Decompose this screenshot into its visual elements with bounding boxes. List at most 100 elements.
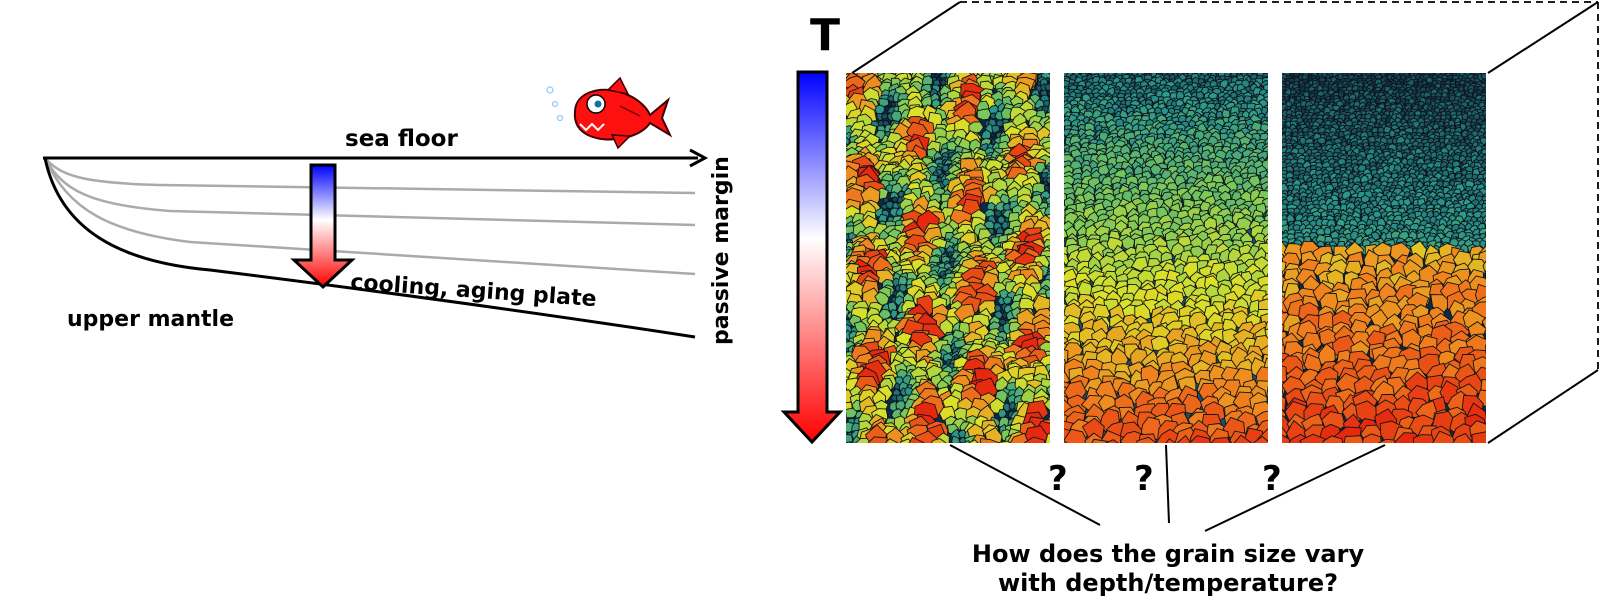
grain — [1355, 67, 1360, 71]
box-outline — [851, 1, 1599, 444]
grain — [1488, 221, 1497, 230]
grain — [846, 178, 848, 182]
grain — [846, 158, 847, 161]
grain — [1052, 186, 1061, 194]
grain — [1282, 225, 1283, 231]
grain — [1168, 65, 1174, 71]
grain — [1391, 66, 1398, 73]
grain — [1188, 435, 1211, 443]
grain — [1369, 73, 1375, 75]
grain — [1049, 264, 1050, 267]
grain — [1044, 432, 1050, 443]
grain — [1282, 246, 1284, 252]
grain — [1048, 304, 1050, 312]
grain — [1487, 126, 1493, 131]
grain — [1256, 65, 1262, 72]
grain — [1485, 94, 1486, 97]
grain — [1051, 193, 1057, 199]
grain — [930, 438, 947, 443]
grain — [1265, 272, 1268, 283]
grain — [1051, 405, 1066, 422]
grain — [1064, 327, 1067, 337]
grain — [976, 108, 992, 121]
grain — [846, 436, 847, 443]
grain — [996, 215, 1006, 225]
grain — [1465, 66, 1470, 72]
grain — [1070, 445, 1090, 463]
grain — [836, 264, 845, 275]
grain — [1079, 65, 1086, 72]
grain — [1204, 73, 1206, 74]
grain — [1266, 385, 1268, 399]
grain — [1484, 223, 1486, 230]
grain — [1186, 73, 1189, 74]
grain — [1282, 180, 1283, 183]
grain — [1047, 102, 1050, 114]
grain — [1054, 177, 1060, 182]
grain — [1420, 73, 1423, 74]
grain — [1064, 138, 1065, 146]
grain — [1064, 135, 1066, 142]
grain — [1271, 79, 1279, 85]
grain — [1483, 102, 1486, 109]
grain — [1332, 85, 1339, 93]
grain — [1064, 311, 1066, 325]
grain — [1474, 67, 1480, 73]
grain — [1282, 132, 1284, 137]
grain — [1057, 68, 1063, 74]
grain — [837, 326, 845, 333]
grain — [1276, 85, 1281, 90]
grain — [1266, 116, 1268, 123]
cooling-arrow — [290, 163, 356, 290]
grain — [1054, 276, 1060, 281]
grain — [846, 113, 847, 117]
grain — [1049, 187, 1050, 192]
grain — [1487, 108, 1495, 115]
grain — [1346, 67, 1351, 73]
grain — [1282, 193, 1284, 199]
grain — [1274, 81, 1281, 87]
grain — [1085, 66, 1091, 72]
grain — [1274, 72, 1280, 78]
grain — [1137, 65, 1142, 72]
grain — [846, 353, 848, 357]
grain — [1266, 155, 1268, 161]
grain — [846, 349, 847, 353]
microstructure-panel-3 — [1272, 66, 1497, 443]
grain — [1282, 171, 1284, 176]
grain — [1282, 124, 1283, 126]
grain — [1064, 147, 1067, 156]
grain — [1485, 141, 1486, 145]
grain — [846, 75, 847, 80]
grain — [846, 362, 849, 369]
grain — [846, 433, 854, 443]
grain — [1051, 95, 1055, 100]
grain — [1489, 83, 1494, 88]
grain — [1104, 439, 1119, 443]
grain — [1281, 66, 1286, 71]
grain — [1282, 104, 1283, 106]
grain — [846, 189, 849, 198]
grain — [1064, 100, 1065, 108]
grain — [980, 438, 999, 443]
grain — [1267, 124, 1268, 128]
grain — [1064, 178, 1065, 181]
grain — [1491, 100, 1496, 105]
grain — [1273, 204, 1281, 211]
grain — [1380, 73, 1387, 78]
grain — [1485, 184, 1486, 188]
grain — [1269, 102, 1277, 110]
grain — [1064, 271, 1067, 277]
grain — [1282, 216, 1283, 218]
grain — [1282, 245, 1283, 248]
grain — [880, 113, 888, 120]
grain — [1282, 128, 1283, 131]
grain — [1055, 79, 1063, 86]
grain — [1048, 369, 1050, 373]
grain — [885, 200, 894, 210]
grain — [1052, 135, 1065, 150]
grain — [1272, 227, 1281, 236]
grain — [1267, 128, 1268, 131]
grain — [1164, 66, 1171, 73]
fish-icon — [546, 76, 673, 150]
